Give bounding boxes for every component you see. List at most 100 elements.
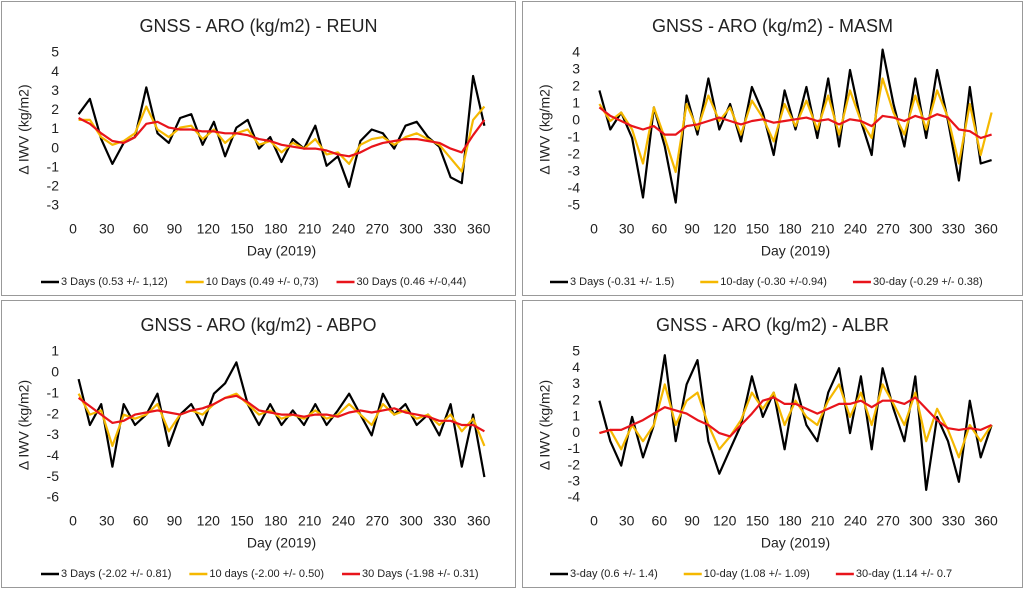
panel: GNSS - ARO (kg/m2) - REUN -3 -2 -1 0 1 2 3 4 5 0 30… [1,1,516,296]
x-tick-label: 240 [844,513,868,529]
chart-title: GNSS - ARO (kg/m2) - ALBR [656,315,889,335]
series-line [599,383,993,459]
y-tick-label: -4 [568,180,581,196]
y-tick-label: 2 [572,391,580,407]
y-axis-label: Δ IWV (kg/m2) [16,380,32,470]
series-line [78,117,486,158]
y-tick-label: -2 [47,178,60,194]
x-tick-label: 60 [652,221,668,237]
series-line [77,74,486,188]
x-tick-label: 330 [942,221,966,237]
x-tick-label: 240 [332,513,356,529]
x-tick-label: 0 [69,221,77,237]
x-axis-label: Day (2019) [761,243,830,259]
x-tick-label: 360 [974,221,998,237]
x-tick-label: 90 [167,221,183,237]
legend-label: 30 Days (-1.98 +/- 0.31) [362,568,478,580]
x-tick-label: 150 [746,221,770,237]
chart-title: GNSS - ARO (kg/m2) - MASM [652,16,893,36]
y-tick-label: -5 [568,197,581,213]
x-tick-label: 240 [332,221,356,237]
x-tick-label: 360 [467,221,491,237]
x-tick-label: 180 [778,513,802,529]
y-tick-label: 0 [572,424,580,440]
y-tick-label: 4 [572,359,580,375]
x-tick-label: 150 [230,513,254,529]
x-tick-label: 360 [467,513,491,529]
y-tick-label: 3 [572,375,580,391]
y-tick-label: -3 [568,472,581,488]
x-tick-label: 240 [844,221,868,237]
x-tick-label: 30 [99,513,115,529]
panel-frame [1,300,516,588]
series-line [599,396,993,438]
x-tick-label: 210 [298,221,322,237]
x-tick-label: 330 [942,513,966,529]
y-tick-label: -4 [568,489,581,505]
legend-label: 30 Days (0.46 +/-0,44) [357,276,467,288]
panel: GNSS - ARO (kg/m2) - ABPO-6-5-4-3-2-1010… [1,300,516,588]
legend-label: 30-day (1.14 +/- 0.7 [856,568,952,580]
x-tick-label: 180 [264,513,288,529]
x-tick-label: 330 [433,221,457,237]
y-tick-label: -2 [47,405,60,421]
y-tick-label: -5 [47,468,60,484]
y-tick-label: -3 [47,426,60,442]
y-tick-label: -3 [568,163,581,179]
y-tick-label: 5 [51,44,59,60]
x-tick-label: 210 [811,221,835,237]
y-tick-label: 0 [51,139,59,155]
x-tick-label: 0 [590,513,598,529]
x-tick-label: 90 [167,513,183,529]
y-axis-label: Δ IWV (kg/m2) [16,84,32,174]
x-axis-label: Day (2019) [247,535,316,551]
legend-label: 10 Days (0.49 +/- 0,73) [206,276,319,288]
series-line [598,354,993,491]
series-line [77,392,486,447]
y-axis-label: Δ IWV (kg/m2) [537,380,553,470]
x-tick-label: 300 [909,221,933,237]
chart-title: GNSS - ARO (kg/m2) - REUN [139,16,377,36]
legend-label: 10-day (-0.30 +/-0.94) [720,276,827,288]
y-tick-label: 1 [572,408,580,424]
y-tick-label: 3 [572,61,580,77]
x-tick-label: 120 [713,513,737,529]
legend-label: 3 Days (-0.31 +/- 1.5) [570,276,674,288]
x-tick-label: 270 [876,513,900,529]
x-axis-label: Day (2019) [247,243,316,259]
x-tick-label: 120 [197,221,221,237]
y-tick-label: 1 [51,120,59,136]
y-axis-label: Δ IWV (kg/m2) [537,84,553,174]
series-line [598,106,992,140]
y-tick-label: -1 [47,158,60,174]
y-tick-label: -3 [47,197,60,213]
x-tick-label: 30 [99,221,115,237]
x-axis-label: Day (2019) [761,535,830,551]
y-tick-label: 2 [51,101,59,117]
y-tick-label: -2 [568,456,581,472]
y-tick-label: -6 [47,489,60,505]
y-tick-label: 5 [572,343,580,359]
y-tick-label: 0 [51,364,59,380]
x-tick-label: 0 [69,513,77,529]
legend-label: 10-day (1.08 +/- 1.09) [704,568,810,580]
x-tick-label: 30 [619,221,635,237]
y-tick-label: 2 [572,78,580,94]
y-tick-label: -4 [47,447,60,463]
legend-label: 3 Days (0.53 +/- 1,12) [61,276,168,288]
x-tick-label: 120 [713,221,737,237]
x-tick-label: 120 [197,513,221,529]
panel: GNSS - ARO (kg/m2) - ALBR-4-3-2-10123450… [522,300,1023,588]
x-tick-label: 60 [133,513,149,529]
x-tick-label: 270 [366,221,390,237]
chart-title: GNSS - ARO (kg/m2) - ABPO [140,315,376,335]
x-tick-label: 270 [366,513,390,529]
panel: GNSS - ARO (kg/m2) - MASM-5-4-3-2-101234… [522,1,1023,296]
x-tick-label: 300 [909,513,933,529]
x-tick-label: 300 [399,221,423,237]
y-tick-label: 4 [51,63,59,79]
x-tick-label: 300 [399,513,423,529]
x-tick-label: 150 [230,221,254,237]
panel-frame [522,300,1023,588]
